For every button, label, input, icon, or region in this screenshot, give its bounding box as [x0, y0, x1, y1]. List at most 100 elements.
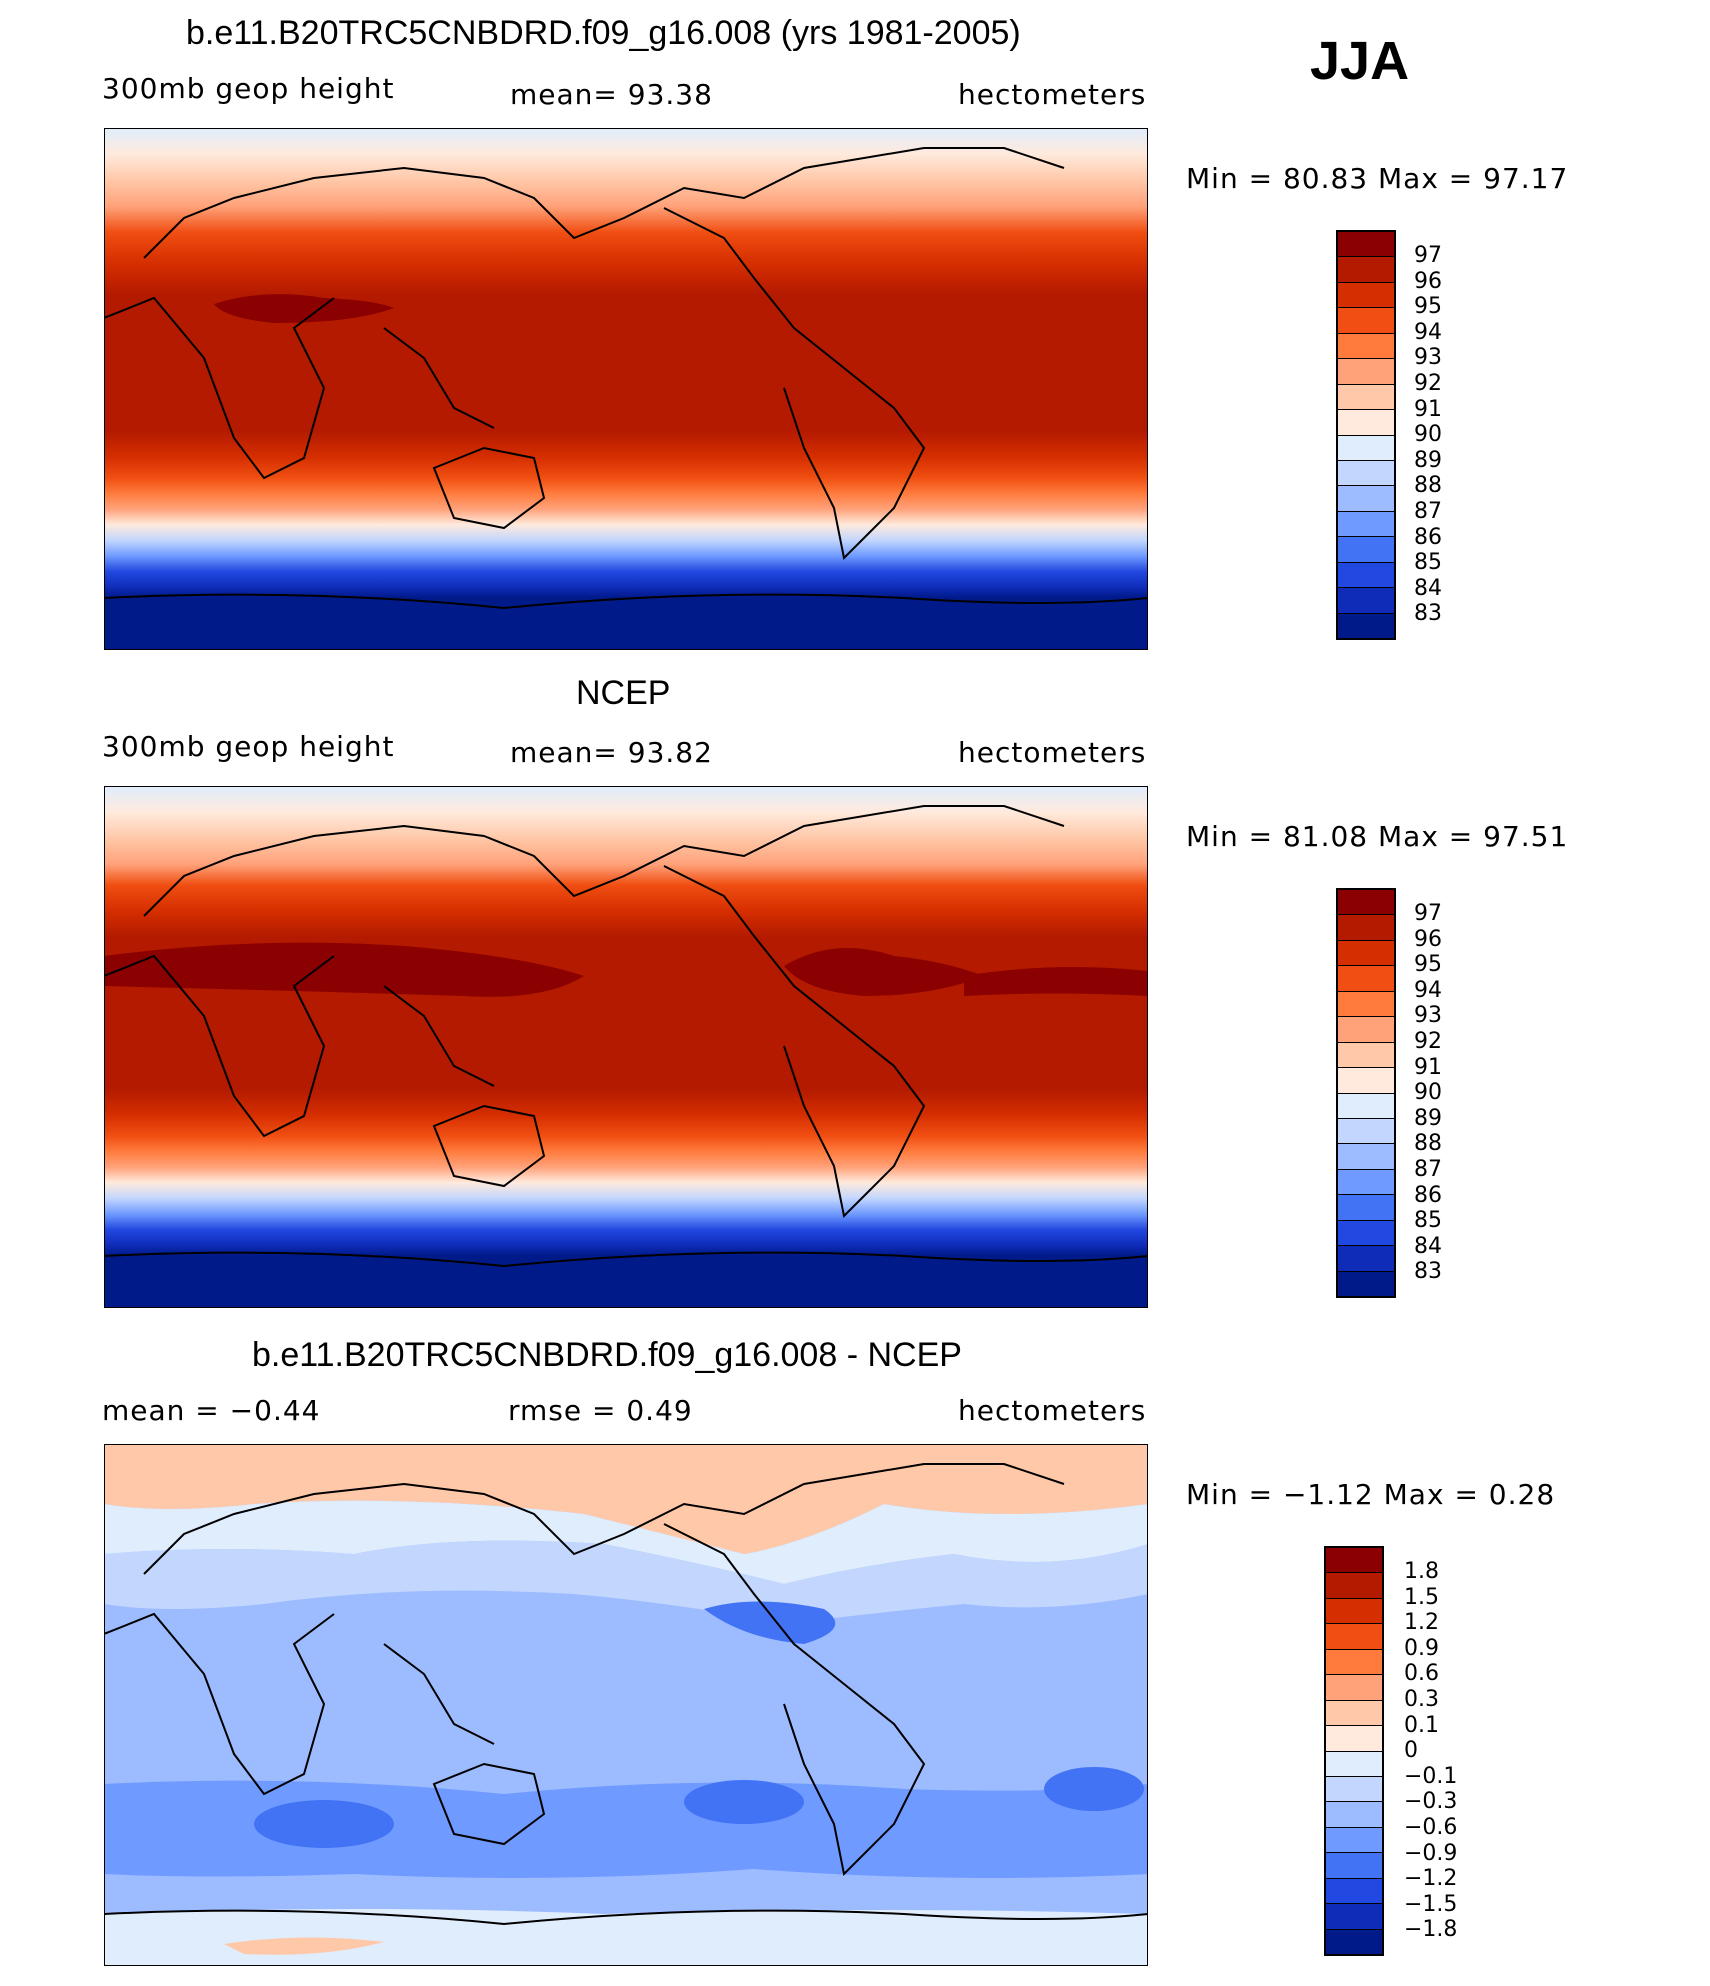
cb2-swatch [1338, 991, 1394, 1018]
panel-2-field [104, 786, 1148, 1308]
cb2-swatch [1338, 1169, 1394, 1196]
panel-3-caribbean-min [704, 1601, 836, 1644]
cb2-swatch [1338, 915, 1394, 941]
panel-1-colorbar [1336, 230, 1396, 640]
cb2-swatch [1338, 1246, 1394, 1272]
cb1-swatch [1338, 588, 1394, 614]
panel-3-mean-label: mean = −0.44 [102, 1394, 321, 1427]
panel-1-coastlines [104, 147, 1148, 610]
panel-3-colorbar [1324, 1546, 1384, 1956]
cb3-tick: 0.3 [1404, 1686, 1439, 1712]
panel-2-variable-label: 300mb geop height [102, 730, 395, 763]
cb1-tick: 95 [1414, 294, 1442, 320]
cb2-tick: 96 [1414, 926, 1442, 952]
cb3-swatch [1326, 1675, 1382, 1701]
cb3-tick: 0.6 [1404, 1661, 1439, 1687]
panel-2-colorbar [1336, 888, 1396, 1298]
panel-2-mean-label: mean= 93.82 [510, 736, 713, 769]
cb3-swatch [1326, 1548, 1382, 1574]
cb1-tick: 86 [1414, 524, 1442, 550]
cb2-swatch [1338, 1195, 1394, 1221]
cb3-tick: −0.3 [1404, 1789, 1458, 1815]
panel-3-title: b.e11.B20TRC5CNBDRD.f09_g16.008 - NCEP [252, 1336, 962, 1374]
cb3-swatch [1326, 1598, 1382, 1625]
cb1-tick: 96 [1414, 268, 1442, 294]
cb3-swatch [1326, 1573, 1382, 1599]
cb1-swatch [1338, 282, 1394, 309]
cb2-swatch [1338, 1017, 1394, 1043]
panel-2-max-core-asia [104, 942, 584, 997]
panel-3-weak-negative [104, 1540, 1148, 1624]
panel-3-coastlines [104, 1463, 1148, 1926]
cb2-tick: 92 [1414, 1028, 1442, 1054]
panel-1-variable-label: 300mb geop height [102, 72, 395, 105]
cb2-tick: 89 [1414, 1105, 1442, 1131]
cb3-tick: 1.5 [1404, 1584, 1439, 1610]
cb1-tick: 93 [1414, 345, 1442, 371]
cb2-tick: 85 [1414, 1208, 1442, 1234]
panel-3-positive-south [224, 1937, 384, 1955]
cb3-tick: 0.1 [1404, 1712, 1439, 1738]
cb2-tick: 86 [1414, 1182, 1442, 1208]
cb1-tick: 83 [1414, 601, 1442, 627]
cb3-swatch [1326, 1776, 1382, 1803]
panel-2-minmax: Min = 81.08 Max = 97.51 [1186, 820, 1569, 853]
cb3-swatch [1326, 1751, 1382, 1777]
cb1-swatch [1338, 511, 1394, 538]
panel-3-positive-north [104, 1444, 1148, 1554]
panel-1-minmax: Min = 80.83 Max = 97.17 [1186, 162, 1569, 195]
panel-3-near-zero-north [104, 1500, 1148, 1584]
cb1-tick: 84 [1414, 575, 1442, 601]
cb1-swatch [1338, 384, 1394, 411]
cb1-swatch [1338, 359, 1394, 385]
panel-1-units-label: hectometers [958, 78, 1147, 111]
cb1-swatch [1338, 333, 1394, 360]
cb1-swatch [1338, 537, 1394, 563]
cb3-swatch [1326, 1802, 1382, 1828]
panel-1-mean-label: mean= 93.38 [510, 78, 713, 111]
cb2-swatch [1338, 966, 1394, 992]
cb2-tick: 94 [1414, 977, 1442, 1003]
panel-1-field [104, 128, 1148, 650]
cb1-tick: 89 [1414, 447, 1442, 473]
cb3-swatch [1326, 1853, 1382, 1879]
cb2-swatch [1338, 890, 1394, 916]
panel-3-units-label: hectometers [958, 1394, 1147, 1427]
cb2-tick: 91 [1414, 1054, 1442, 1080]
cb1-tick: 90 [1414, 422, 1442, 448]
cb2-swatch [1338, 1093, 1394, 1119]
cb1-swatch [1338, 486, 1394, 512]
cb1-swatch [1338, 460, 1394, 487]
cb3-tick: 0.9 [1404, 1635, 1439, 1661]
cb1-swatch [1338, 308, 1394, 334]
cb1-swatch [1338, 613, 1394, 638]
cb3-swatch [1326, 1827, 1382, 1854]
cb3-tick: −1.8 [1404, 1917, 1458, 1943]
cb2-swatch [1338, 1220, 1394, 1247]
cb2-swatch [1338, 940, 1394, 967]
cb3-tick: 1.8 [1404, 1559, 1439, 1584]
cb1-tick: 87 [1414, 498, 1442, 524]
panel-2-coastlines [104, 805, 1148, 1268]
panel-3-min-cell-1 [254, 1800, 394, 1848]
cb2-swatch [1338, 1042, 1394, 1069]
cb1-tick: 94 [1414, 319, 1442, 345]
panel-1-title: b.e11.B20TRC5CNBDRD.f09_g16.008 (yrs 198… [186, 14, 1021, 52]
cb1-tick: 92 [1414, 370, 1442, 396]
panel-1-colorbar-ticks: 97 96 95 94 93 92 91 90 89 88 87 86 85 8… [1414, 243, 1474, 627]
panel-3-near-zero-south [104, 1909, 1148, 1966]
cb1-swatch [1338, 435, 1394, 461]
cb3-swatch [1326, 1700, 1382, 1727]
panel-2-max-core-atlantic [964, 967, 1148, 996]
cb3-tick: −1.2 [1404, 1866, 1458, 1892]
cb3-tick: −0.6 [1404, 1814, 1458, 1840]
cb2-tick: 95 [1414, 952, 1442, 978]
cb3-tick: 0 [1404, 1738, 1418, 1764]
panel-2-colorbar-ticks: 97 96 95 94 93 92 91 90 89 88 87 86 85 8… [1414, 901, 1474, 1285]
season-label: JJA [1310, 31, 1410, 91]
cb2-tick: 97 [1414, 901, 1442, 926]
cb1-tick: 88 [1414, 473, 1442, 499]
panel-3-min-cell-3 [1044, 1767, 1144, 1811]
cb3-tick: 1.2 [1404, 1610, 1439, 1636]
cb2-swatch [1338, 1144, 1394, 1170]
